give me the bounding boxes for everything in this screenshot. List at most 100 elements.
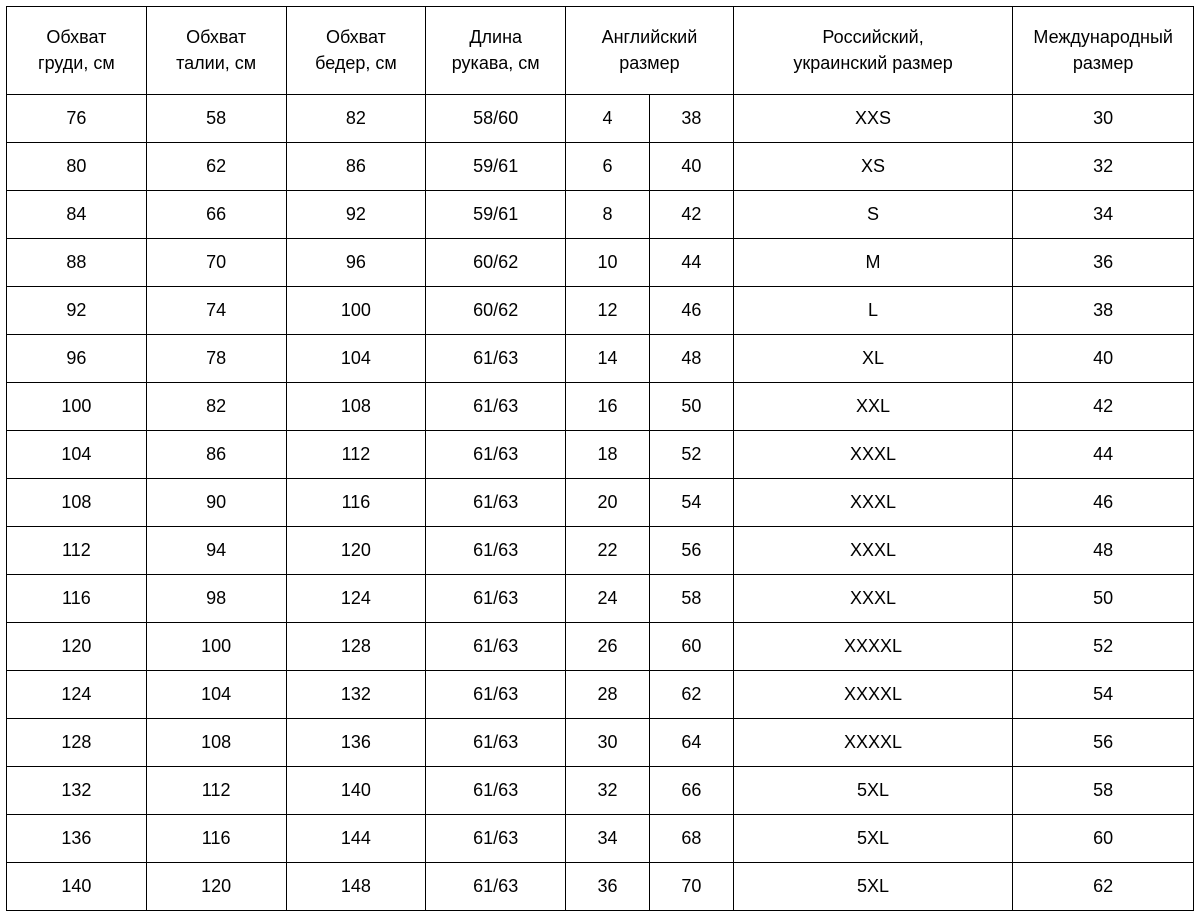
table-row: 927410060/621246L38 <box>7 287 1194 335</box>
table-body: 76588258/60438XXS3080628659/61640XS32846… <box>7 95 1194 911</box>
cell-international: 58 <box>1013 767 1194 815</box>
header-sleeve-line1: Длина <box>469 27 522 47</box>
cell-international: 60 <box>1013 815 1194 863</box>
cell-hips: 136 <box>286 719 426 767</box>
header-chest-line1: Обхват <box>46 27 106 47</box>
cell-waist: 66 <box>146 191 286 239</box>
cell-english-2: 52 <box>649 431 733 479</box>
table-row: 1169812461/632458XXXL50 <box>7 575 1194 623</box>
cell-sleeve: 61/63 <box>426 815 566 863</box>
cell-english-2: 56 <box>649 527 733 575</box>
cell-sleeve: 61/63 <box>426 575 566 623</box>
cell-russian: XS <box>733 143 1013 191</box>
cell-sleeve: 61/63 <box>426 623 566 671</box>
cell-english-1: 18 <box>566 431 650 479</box>
cell-waist: 112 <box>146 767 286 815</box>
cell-english-1: 32 <box>566 767 650 815</box>
cell-waist: 90 <box>146 479 286 527</box>
cell-english-2: 42 <box>649 191 733 239</box>
table-row: 76588258/60438XXS30 <box>7 95 1194 143</box>
cell-hips: 116 <box>286 479 426 527</box>
cell-chest: 88 <box>7 239 147 287</box>
cell-international: 46 <box>1013 479 1194 527</box>
cell-russian: M <box>733 239 1013 287</box>
cell-english-2: 70 <box>649 863 733 911</box>
cell-sleeve: 61/63 <box>426 719 566 767</box>
cell-sleeve: 61/63 <box>426 383 566 431</box>
cell-waist: 94 <box>146 527 286 575</box>
header-chest-line2: груди, см <box>38 53 115 73</box>
cell-chest: 136 <box>7 815 147 863</box>
cell-chest: 112 <box>7 527 147 575</box>
cell-english-2: 40 <box>649 143 733 191</box>
header-russian-line1: Российский, <box>822 27 923 47</box>
cell-english-1: 10 <box>566 239 650 287</box>
table-row: 12410413261/632862XXXXL54 <box>7 671 1194 719</box>
cell-international: 42 <box>1013 383 1194 431</box>
cell-international: 54 <box>1013 671 1194 719</box>
cell-sleeve: 59/61 <box>426 191 566 239</box>
cell-sleeve: 61/63 <box>426 767 566 815</box>
cell-english-1: 26 <box>566 623 650 671</box>
cell-sleeve: 59/61 <box>426 143 566 191</box>
header-english-line2: размер <box>619 53 679 73</box>
table-row: 13611614461/6334685XL60 <box>7 815 1194 863</box>
cell-chest: 108 <box>7 479 147 527</box>
cell-sleeve: 58/60 <box>426 95 566 143</box>
cell-english-1: 6 <box>566 143 650 191</box>
header-international-line1: Международный <box>1033 27 1173 47</box>
table-row: 14012014861/6336705XL62 <box>7 863 1194 911</box>
cell-russian: XXS <box>733 95 1013 143</box>
cell-english-1: 12 <box>566 287 650 335</box>
cell-english-1: 28 <box>566 671 650 719</box>
table-row: 80628659/61640XS32 <box>7 143 1194 191</box>
cell-waist: 100 <box>146 623 286 671</box>
table-row: 1089011661/632054XXXL46 <box>7 479 1194 527</box>
cell-waist: 120 <box>146 863 286 911</box>
cell-waist: 86 <box>146 431 286 479</box>
cell-waist: 70 <box>146 239 286 287</box>
cell-sleeve: 61/63 <box>426 335 566 383</box>
size-chart-table: Обхват груди, см Обхват талии, см Обхват… <box>6 6 1194 911</box>
cell-english-2: 38 <box>649 95 733 143</box>
cell-hips: 140 <box>286 767 426 815</box>
cell-hips: 86 <box>286 143 426 191</box>
cell-international: 48 <box>1013 527 1194 575</box>
header-waist-line2: талии, см <box>176 53 256 73</box>
table-row: 967810461/631448XL40 <box>7 335 1194 383</box>
cell-russian: XXXL <box>733 575 1013 623</box>
cell-hips: 82 <box>286 95 426 143</box>
cell-hips: 128 <box>286 623 426 671</box>
header-international-line2: размер <box>1073 53 1133 73</box>
cell-chest: 132 <box>7 767 147 815</box>
cell-russian: L <box>733 287 1013 335</box>
cell-international: 52 <box>1013 623 1194 671</box>
cell-english-2: 46 <box>649 287 733 335</box>
cell-russian: XXXL <box>733 479 1013 527</box>
cell-russian: XL <box>733 335 1013 383</box>
cell-international: 44 <box>1013 431 1194 479</box>
cell-english-2: 50 <box>649 383 733 431</box>
cell-english-1: 34 <box>566 815 650 863</box>
cell-sleeve: 61/63 <box>426 479 566 527</box>
cell-english-2: 44 <box>649 239 733 287</box>
cell-chest: 96 <box>7 335 147 383</box>
cell-chest: 128 <box>7 719 147 767</box>
cell-hips: 96 <box>286 239 426 287</box>
cell-international: 34 <box>1013 191 1194 239</box>
cell-hips: 108 <box>286 383 426 431</box>
cell-english-1: 36 <box>566 863 650 911</box>
cell-sleeve: 60/62 <box>426 239 566 287</box>
cell-english-2: 64 <box>649 719 733 767</box>
cell-waist: 82 <box>146 383 286 431</box>
cell-hips: 92 <box>286 191 426 239</box>
cell-chest: 140 <box>7 863 147 911</box>
cell-international: 40 <box>1013 335 1194 383</box>
header-hips: Обхват бедер, см <box>286 7 426 95</box>
cell-waist: 98 <box>146 575 286 623</box>
cell-international: 30 <box>1013 95 1194 143</box>
cell-chest: 104 <box>7 431 147 479</box>
cell-hips: 124 <box>286 575 426 623</box>
cell-international: 38 <box>1013 287 1194 335</box>
cell-hips: 104 <box>286 335 426 383</box>
